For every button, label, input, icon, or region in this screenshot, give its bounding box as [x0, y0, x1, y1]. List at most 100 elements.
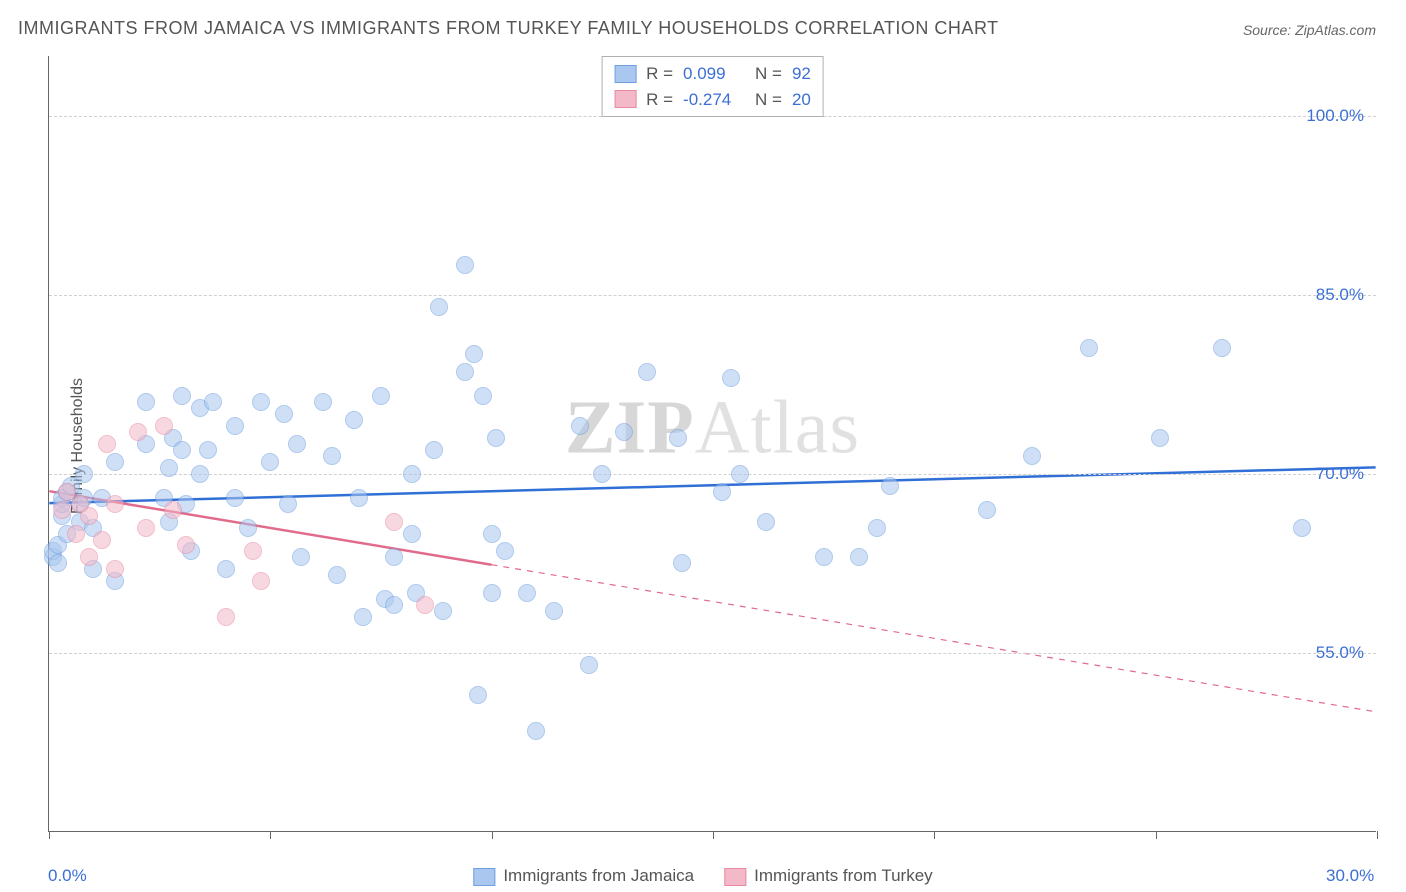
data-point: [757, 513, 775, 531]
series-legend: Immigrants from Jamaica Immigrants from T…: [473, 866, 932, 886]
x-tick: [934, 831, 935, 839]
data-point: [731, 465, 749, 483]
data-point: [226, 489, 244, 507]
legend-item: Immigrants from Turkey: [724, 866, 933, 886]
data-point: [1023, 447, 1041, 465]
data-point: [385, 596, 403, 614]
data-point: [1213, 339, 1231, 357]
data-point: [518, 584, 536, 602]
legend-r-label: R =: [646, 61, 673, 87]
data-point: [275, 405, 293, 423]
data-point: [1080, 339, 1098, 357]
data-point: [173, 387, 191, 405]
data-point: [67, 525, 85, 543]
data-point: [49, 554, 67, 572]
plot-area: ZIPAtlas R =0.099N =92R =-0.274N =20 55.…: [48, 56, 1376, 832]
data-point: [53, 501, 71, 519]
legend-label: Immigrants from Turkey: [754, 866, 933, 885]
data-point: [416, 596, 434, 614]
data-point: [177, 536, 195, 554]
data-point: [434, 602, 452, 620]
data-point: [385, 548, 403, 566]
data-point: [328, 566, 346, 584]
data-point: [106, 560, 124, 578]
legend-n-label: N =: [755, 61, 782, 87]
data-point: [722, 369, 740, 387]
legend-label: Immigrants from Jamaica: [503, 866, 694, 885]
legend-swatch: [724, 868, 746, 886]
x-tick: [1377, 831, 1378, 839]
data-point: [483, 584, 501, 602]
data-point: [868, 519, 886, 537]
data-point: [244, 542, 262, 560]
legend-n-value: 20: [792, 87, 811, 113]
data-point: [978, 501, 996, 519]
data-point: [673, 554, 691, 572]
data-point: [160, 459, 178, 477]
x-tick-label: 30.0%: [1326, 866, 1374, 886]
data-point: [487, 429, 505, 447]
data-point: [425, 441, 443, 459]
data-point: [815, 548, 833, 566]
data-point: [615, 423, 633, 441]
data-point: [593, 465, 611, 483]
data-point: [403, 465, 421, 483]
data-point: [465, 345, 483, 363]
legend-row: R =0.099N =92: [614, 61, 811, 87]
data-point: [252, 393, 270, 411]
x-tick-label: 0.0%: [48, 866, 87, 886]
data-point: [385, 513, 403, 531]
x-tick: [49, 831, 50, 839]
data-point: [129, 423, 147, 441]
gridline: [49, 653, 1376, 654]
data-point: [354, 608, 372, 626]
data-point: [323, 447, 341, 465]
data-point: [350, 489, 368, 507]
watermark-light: Atlas: [695, 386, 860, 470]
data-point: [403, 525, 421, 543]
data-point: [469, 686, 487, 704]
data-point: [483, 525, 501, 543]
data-point: [164, 501, 182, 519]
data-point: [571, 417, 589, 435]
data-point: [456, 363, 474, 381]
data-point: [1293, 519, 1311, 537]
x-tick: [1156, 831, 1157, 839]
trend-line: [49, 467, 1375, 503]
data-point: [527, 722, 545, 740]
data-point: [669, 429, 687, 447]
data-point: [474, 387, 492, 405]
data-point: [372, 387, 390, 405]
data-point: [292, 548, 310, 566]
data-point: [98, 435, 116, 453]
data-point: [204, 393, 222, 411]
data-point: [199, 441, 217, 459]
x-tick: [713, 831, 714, 839]
x-tick: [492, 831, 493, 839]
data-point: [713, 483, 731, 501]
y-tick-label: 100.0%: [1306, 106, 1364, 126]
gridline: [49, 474, 1376, 475]
data-point: [226, 417, 244, 435]
data-point: [580, 656, 598, 674]
data-point: [252, 572, 270, 590]
legend-row: R =-0.274N =20: [614, 87, 811, 113]
y-tick-label: 55.0%: [1316, 643, 1364, 663]
data-point: [80, 548, 98, 566]
data-point: [314, 393, 332, 411]
data-point: [881, 477, 899, 495]
legend-r-label: R =: [646, 87, 673, 113]
data-point: [638, 363, 656, 381]
chart-title: IMMIGRANTS FROM JAMAICA VS IMMIGRANTS FR…: [18, 18, 999, 39]
data-point: [496, 542, 514, 560]
data-point: [850, 548, 868, 566]
legend-swatch: [614, 65, 636, 83]
data-point: [279, 495, 297, 513]
correlation-legend: R =0.099N =92R =-0.274N =20: [601, 56, 824, 117]
data-point: [345, 411, 363, 429]
data-point: [106, 453, 124, 471]
legend-swatch: [473, 868, 495, 886]
gridline: [49, 295, 1376, 296]
data-point: [545, 602, 563, 620]
y-tick-label: 85.0%: [1316, 285, 1364, 305]
